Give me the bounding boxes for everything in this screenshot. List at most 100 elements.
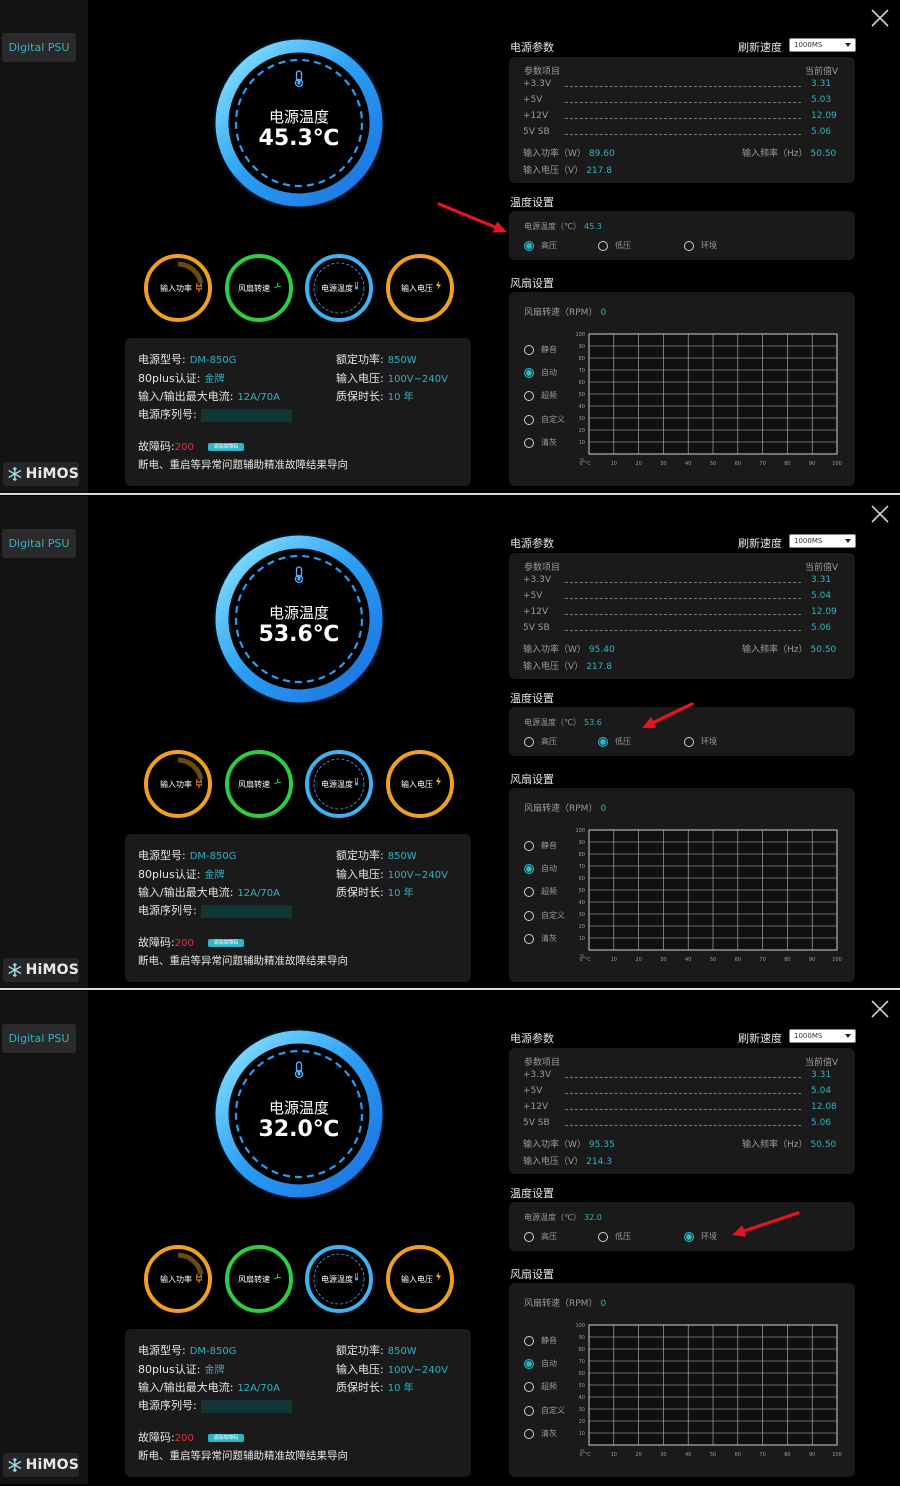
param-input-voltage: 输入电压（V） 217.8 — [523, 662, 612, 672]
chart-x-tick: 20 — [635, 461, 641, 467]
fan-mode[interactable]: 自动 — [524, 1358, 557, 1369]
temp-option[interactable]: 环境 — [684, 736, 717, 747]
radio-button[interactable] — [684, 1231, 694, 1242]
close-icon[interactable] — [870, 8, 890, 28]
fan-mode[interactable]: 自动 — [524, 367, 557, 378]
radio-button[interactable] — [524, 910, 534, 921]
temp-option[interactable]: 高压 — [524, 240, 557, 251]
gauge-temperature-value: 45.3℃ — [258, 126, 340, 151]
radio-button[interactable] — [684, 240, 694, 251]
fan-mode[interactable]: 超频 — [524, 390, 557, 401]
radio-button[interactable] — [524, 414, 534, 425]
temp-option[interactable]: 高压 — [524, 736, 557, 747]
radio-button[interactable] — [524, 1231, 534, 1242]
param-dash — [565, 1109, 801, 1110]
chart-y-tick: 20 — [579, 924, 585, 930]
fan-mode[interactable]: 自定义 — [524, 910, 565, 921]
radio-button[interactable] — [524, 736, 534, 747]
radio-button[interactable] — [524, 840, 534, 851]
col-param-item: 参数项目 — [524, 67, 561, 77]
radio-button[interactable] — [524, 886, 534, 897]
radio-button[interactable] — [598, 240, 608, 251]
chart-x-tick: 80 — [784, 1452, 790, 1458]
fan-mode[interactable]: 静音 — [524, 344, 557, 355]
param-value: 12.09 — [811, 111, 837, 121]
temp-option[interactable]: 低压 — [598, 1231, 631, 1242]
chart-y-tick: 80 — [579, 1347, 585, 1353]
fan-icon — [274, 779, 281, 785]
fan-mode[interactable]: 自动 — [524, 863, 557, 874]
fan-mode[interactable]: 清灰 — [524, 1428, 557, 1439]
fan-curve-chart[interactable]: 100 90 80 70 60 50 40 30 20 10%0 ℃ 10 20 30 40 50 60 70 80… — [569, 824, 844, 968]
clear-fault-button[interactable]: 清除故障码 — [207, 1434, 244, 1442]
sidebar: Digital PSU HiMOS — [0, 0, 88, 493]
clear-fault-button[interactable]: 清除故障码 — [207, 443, 244, 451]
param-value: 3.31 — [811, 1070, 832, 1080]
radio-button[interactable] — [524, 863, 534, 874]
param-name: +3.3V — [523, 79, 552, 89]
radio-button[interactable] — [524, 344, 534, 355]
temp-option[interactable]: 环境 — [684, 1231, 717, 1242]
radio-button[interactable] — [524, 1428, 534, 1439]
refresh-rate-select[interactable]: 1000MS — [789, 1029, 856, 1043]
params-section-title: 电源参数 — [510, 537, 554, 550]
close-icon[interactable] — [870, 504, 890, 524]
fan-mode[interactable]: 静音 — [524, 840, 557, 851]
fan-curve-chart[interactable]: 100 90 80 70 60 50 40 30 20 10%0 ℃ 10 20 30 40 50 60 70 80… — [569, 328, 844, 472]
chart-x-tick: 10 — [611, 461, 617, 467]
fan-section-title: 风扇设置 — [510, 277, 554, 290]
fan-section-title: 风扇设置 — [510, 1268, 554, 1281]
temp-reading: 电源温度（℃） 45.3 — [524, 222, 602, 231]
temp-option[interactable]: 高压 — [524, 1231, 557, 1242]
mini-label-fan-speed: 风扇转速 — [238, 1275, 270, 1284]
param-value: 12.08 — [811, 1102, 837, 1112]
refresh-rate-select[interactable]: 1000MS — [789, 38, 856, 52]
radio-button[interactable] — [524, 367, 534, 378]
radio-button[interactable] — [524, 437, 534, 448]
close-icon[interactable] — [870, 999, 890, 1019]
param-value: 12.09 — [811, 607, 837, 617]
nav-digital-psu[interactable]: Digital PSU — [2, 1024, 76, 1053]
fan-mode[interactable]: 超频 — [524, 1381, 557, 1392]
temp-option[interactable]: 环境 — [684, 240, 717, 251]
snowflake-logo-icon — [8, 466, 22, 482]
radio-button[interactable] — [524, 1358, 534, 1369]
fan-curve-chart[interactable]: 100 90 80 70 60 50 40 30 20 10%0 ℃ 10 20 30 40 50 60 70 80… — [569, 1319, 844, 1463]
info-serial: 电源序列号: — [138, 902, 292, 918]
param-value: 3.31 — [811, 79, 832, 89]
fan-mode[interactable]: 静音 — [524, 1335, 557, 1346]
refresh-rate-select[interactable]: 1000MS — [789, 534, 856, 548]
chart-y-tick: 100 — [575, 1323, 585, 1329]
info-fault-code: 故障码:200 清除故障码 — [138, 1429, 244, 1445]
temp-option[interactable]: 低压 — [598, 736, 631, 747]
info-certification: 80plus认证: 金牌 — [138, 372, 225, 385]
radio-button[interactable] — [524, 1405, 534, 1416]
chart-x-tick: 70 — [759, 461, 765, 467]
radio-button[interactable] — [524, 390, 534, 401]
logo-text: HiMOS — [25, 466, 79, 482]
fan-mode[interactable]: 自定义 — [524, 1405, 565, 1416]
chart-x-tick: 10 — [611, 1452, 617, 1458]
radio-button[interactable] — [524, 240, 534, 251]
nav-digital-psu[interactable]: Digital PSU — [2, 529, 76, 558]
fan-speed-gauge — [225, 254, 293, 322]
radio-button[interactable] — [524, 933, 534, 944]
info-warranty: 质保时长: 10 年 — [336, 1381, 414, 1394]
clear-fault-button[interactable]: 清除故障码 — [207, 939, 244, 947]
nav-digital-psu[interactable]: Digital PSU — [2, 33, 76, 62]
mini-label-input-voltage: 输入电压 — [401, 284, 433, 293]
radio-button[interactable] — [598, 1231, 608, 1242]
info-certification: 80plus认证: 金牌 — [138, 1363, 225, 1376]
red-arrow-annotation — [642, 702, 694, 728]
fan-mode[interactable]: 自定义 — [524, 414, 565, 425]
radio-button[interactable] — [524, 1335, 534, 1346]
fan-mode[interactable]: 超频 — [524, 886, 557, 897]
temp-option[interactable]: 低压 — [598, 240, 631, 251]
radio-button[interactable] — [684, 736, 694, 747]
radio-button[interactable] — [524, 1381, 534, 1392]
fan-mode[interactable]: 清灰 — [524, 933, 557, 944]
psu-info-card: 电源型号: DM-850G 额定功率: 850W 80plus认证: 金牌 输入电压:… — [125, 1329, 471, 1477]
fan-mode[interactable]: 清灰 — [524, 437, 557, 448]
radio-button[interactable] — [598, 736, 608, 747]
serial-value-field — [200, 904, 292, 918]
